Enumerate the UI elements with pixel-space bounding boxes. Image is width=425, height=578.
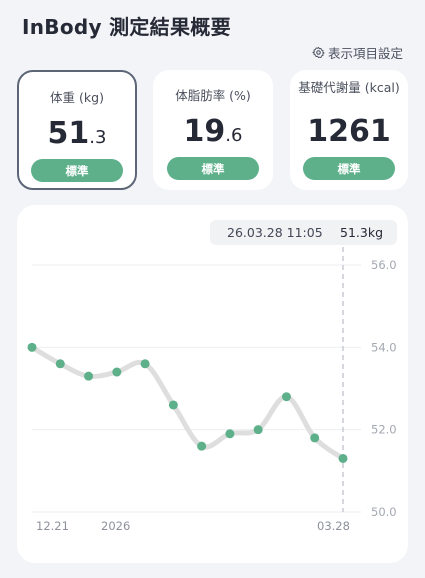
data-point: [27, 342, 37, 352]
x-tick-label: 2026: [101, 519, 130, 533]
body-fat-label: 体脂肪率 (%): [175, 88, 251, 103]
data-point: [253, 425, 263, 435]
body-fat-status-badge: 標準: [167, 157, 259, 180]
data-point: [84, 371, 94, 381]
body-fat-value-int: 19: [183, 114, 226, 149]
data-point: [225, 429, 235, 439]
weight-status-badge: 標準: [31, 159, 123, 182]
body-fat-value: 19.6: [153, 114, 273, 149]
weight-trend-chart-card[interactable]: 26.03.28 11:05 51.3kg 56.0 54.0 52.0 50.0 12…: [17, 205, 408, 563]
body-fat-card[interactable]: 体脂肪率 (%) 19.6 標準: [153, 70, 273, 190]
gear-icon: [312, 46, 325, 59]
y-tick-label: 54.0: [371, 340, 397, 354]
series-line: [29, 344, 346, 461]
y-tick-label: 52.0: [371, 423, 397, 437]
y-tick-label: 56.0: [371, 258, 397, 272]
bmr-value-int: 1261: [307, 114, 391, 149]
body-fat-value-dec: .6: [225, 125, 243, 146]
y-tick-label: 50.0: [371, 505, 397, 519]
tooltip-date: 26.03.28 11:05: [227, 225, 323, 240]
display-settings-label: 表示項目設定: [327, 46, 403, 61]
weight-value-int: 51: [47, 116, 90, 151]
data-point: [55, 359, 65, 369]
display-settings-button[interactable]: 表示項目設定: [312, 43, 403, 62]
selected-point-tooltip: 26.03.28 11:05 51.3kg: [210, 220, 397, 245]
data-point: [310, 433, 320, 443]
page-title: InBody 測定結果概要: [22, 15, 231, 39]
x-tick-label: 03.28: [317, 519, 350, 533]
data-point: [112, 367, 122, 377]
bmr-label: 基礎代謝量 (kcal): [298, 80, 400, 95]
data-point: [168, 400, 178, 410]
x-tick-label: 12.21: [36, 519, 69, 533]
bmr-value: 1261: [290, 114, 408, 149]
weight-card[interactable]: 体重 (kg) 51.3 標準: [17, 70, 137, 190]
bmr-card[interactable]: 基礎代謝量 (kcal) 1261 標準: [290, 70, 408, 190]
data-point: [338, 453, 348, 463]
bmr-status-badge: 標準: [303, 157, 395, 180]
weight-value: 51.3: [19, 116, 135, 151]
weight-trend-chart[interactable]: 56.0 54.0 52.0 50.0 12.21 2026 03.28: [17, 205, 408, 563]
data-point: [140, 359, 150, 369]
data-point: [197, 441, 207, 451]
tooltip-value: 51.3kg: [340, 225, 384, 240]
weight-value-dec: .3: [89, 127, 107, 148]
weight-label: 体重 (kg): [50, 90, 104, 105]
data-point: [281, 392, 291, 402]
